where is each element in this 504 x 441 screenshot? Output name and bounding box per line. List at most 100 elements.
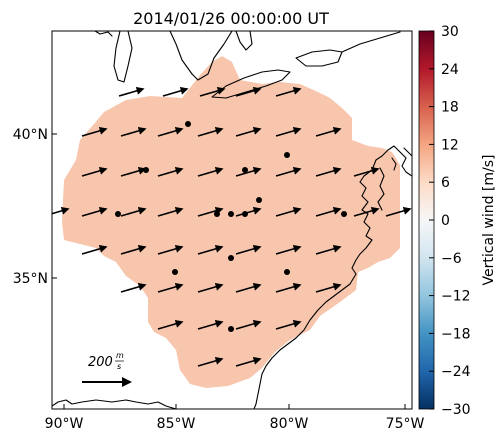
wind-vector-arrow	[275, 166, 302, 177]
lake-ontario	[295, 49, 343, 67]
colorbar-tick-label: −12	[441, 289, 471, 305]
wind-vector-arrow	[157, 166, 184, 177]
colorbar-tick-label: −6	[441, 251, 462, 267]
site-dot	[172, 269, 178, 275]
wind-vector-arrow	[157, 206, 184, 217]
wind-vector-arrow	[235, 126, 262, 137]
wind-vector-arrow	[120, 126, 147, 137]
wind-vector-arrow	[315, 206, 342, 217]
wind-vector-arrow	[120, 282, 147, 293]
colorbar-label: Vertical wind [m/s]	[481, 155, 497, 286]
wind-vector-arrow	[275, 244, 302, 255]
wind-vector-arrow	[197, 282, 224, 293]
wind-vector-arrow	[197, 166, 224, 177]
wind-vector-arrow	[353, 206, 380, 217]
wind-vector-arrow	[235, 244, 262, 255]
scale-value: 200	[88, 355, 113, 370]
wind-vector-arrow	[197, 319, 224, 330]
wind-vector-arrow	[157, 126, 184, 137]
lake-superior	[94, 31, 113, 37]
wind-vector-arrow	[275, 206, 302, 217]
wind-vector-arrow	[353, 166, 380, 177]
wind-vector-arrow	[275, 86, 302, 97]
wind-vector-arrow	[275, 282, 302, 293]
wind-vector-arrow	[275, 319, 302, 330]
wind-vector-arrow	[315, 244, 342, 255]
wind-vector-arrow	[81, 244, 108, 255]
wind-vector-arrow	[235, 282, 262, 293]
wind-vector-arrow	[235, 356, 262, 367]
lon-tick-label: 75°W	[386, 416, 425, 432]
wind-vector-arrow	[315, 282, 342, 293]
wind-vector-arrow	[120, 206, 147, 217]
colorbar-ticks: 30 24 18 12 6 0 −6 −12 −18 −24 −30	[429, 24, 471, 418]
scale-unit-numerator: m	[116, 351, 124, 360]
site-dot	[228, 326, 234, 332]
site-dot	[341, 211, 347, 217]
wind-vector-arrow	[162, 86, 189, 97]
wind-vector-arrow	[197, 356, 224, 367]
wind-vector-arrow	[157, 319, 184, 330]
florida-panhandle-coast	[52, 399, 177, 409]
wind-vectors	[52, 86, 412, 367]
site-dot	[256, 197, 262, 203]
georgian-bay	[235, 31, 253, 51]
colorbar-tick-label: 12	[441, 137, 459, 153]
lat-tick-label: 40°N	[13, 127, 48, 143]
colorbar-tick-label: 6	[441, 175, 450, 191]
site-dot	[228, 211, 234, 217]
chesapeake-bay	[377, 167, 385, 211]
site-dot	[228, 255, 234, 261]
lon-tick-label: 80°W	[270, 416, 309, 432]
wind-vector-arrow	[157, 244, 184, 255]
site-dot	[242, 167, 248, 173]
wind-vector-arrow	[120, 166, 147, 177]
colorbar-tick-label: −18	[441, 326, 471, 342]
site-dot	[115, 211, 121, 217]
wind-vector-arrow	[118, 86, 145, 97]
scale-reference: 200 m s	[82, 351, 132, 387]
wind-vector-arrow	[81, 206, 108, 217]
colorbar-tick-label: 24	[441, 62, 459, 78]
wind-vector-arrow	[197, 126, 224, 137]
colorbar-tick-label: 18	[441, 100, 459, 116]
colorbar-tick-label: −30	[441, 402, 471, 418]
lon-axis: 90°W 85°W 80°W 75°W	[45, 404, 425, 432]
wind-vector-arrow	[52, 206, 70, 215]
colorbar-tick-label: 30	[441, 24, 459, 40]
wind-vector-arrow	[235, 166, 262, 177]
lake-michigan	[113, 31, 133, 83]
lat-tick-label: 35°N	[13, 271, 48, 287]
lat-axis: 40°N 35°N	[13, 127, 57, 287]
wind-vector-arrow	[235, 86, 262, 97]
coverage-region	[62, 56, 400, 388]
map-frame	[51, 30, 413, 410]
wind-vector-arrow	[197, 206, 224, 217]
cape-cod	[403, 147, 412, 157]
site-dot	[185, 121, 191, 127]
wind-vector-arrow	[197, 244, 224, 255]
lon-tick-label: 85°W	[157, 416, 196, 432]
wind-vector-arrow	[235, 206, 262, 217]
st-lawrence	[341, 31, 401, 53]
atlantic-coast	[253, 145, 412, 409]
wind-vector-arrow	[81, 166, 108, 177]
site-dot	[284, 152, 290, 158]
scale-unit-denominator: s	[117, 362, 121, 371]
delaware-bay	[391, 157, 397, 171]
map-title: 2014/01/26 00:00:00 UT	[133, 9, 329, 28]
colorbar-tick-label: −24	[441, 364, 471, 380]
wind-vector-arrow	[315, 166, 342, 177]
wind-vector-arrow	[385, 206, 412, 217]
wind-vector-arrow	[235, 319, 262, 330]
wind-vector-arrow	[81, 126, 108, 137]
site-dot	[284, 269, 290, 275]
wind-vector-arrow	[315, 126, 342, 137]
wind-vector-arrow	[120, 244, 147, 255]
lake-erie	[211, 69, 291, 99]
wind-vector-arrow	[275, 126, 302, 137]
lake-huron	[169, 31, 233, 81]
wind-vector-arrow	[157, 282, 184, 293]
wind-vector-arrow	[199, 86, 226, 97]
